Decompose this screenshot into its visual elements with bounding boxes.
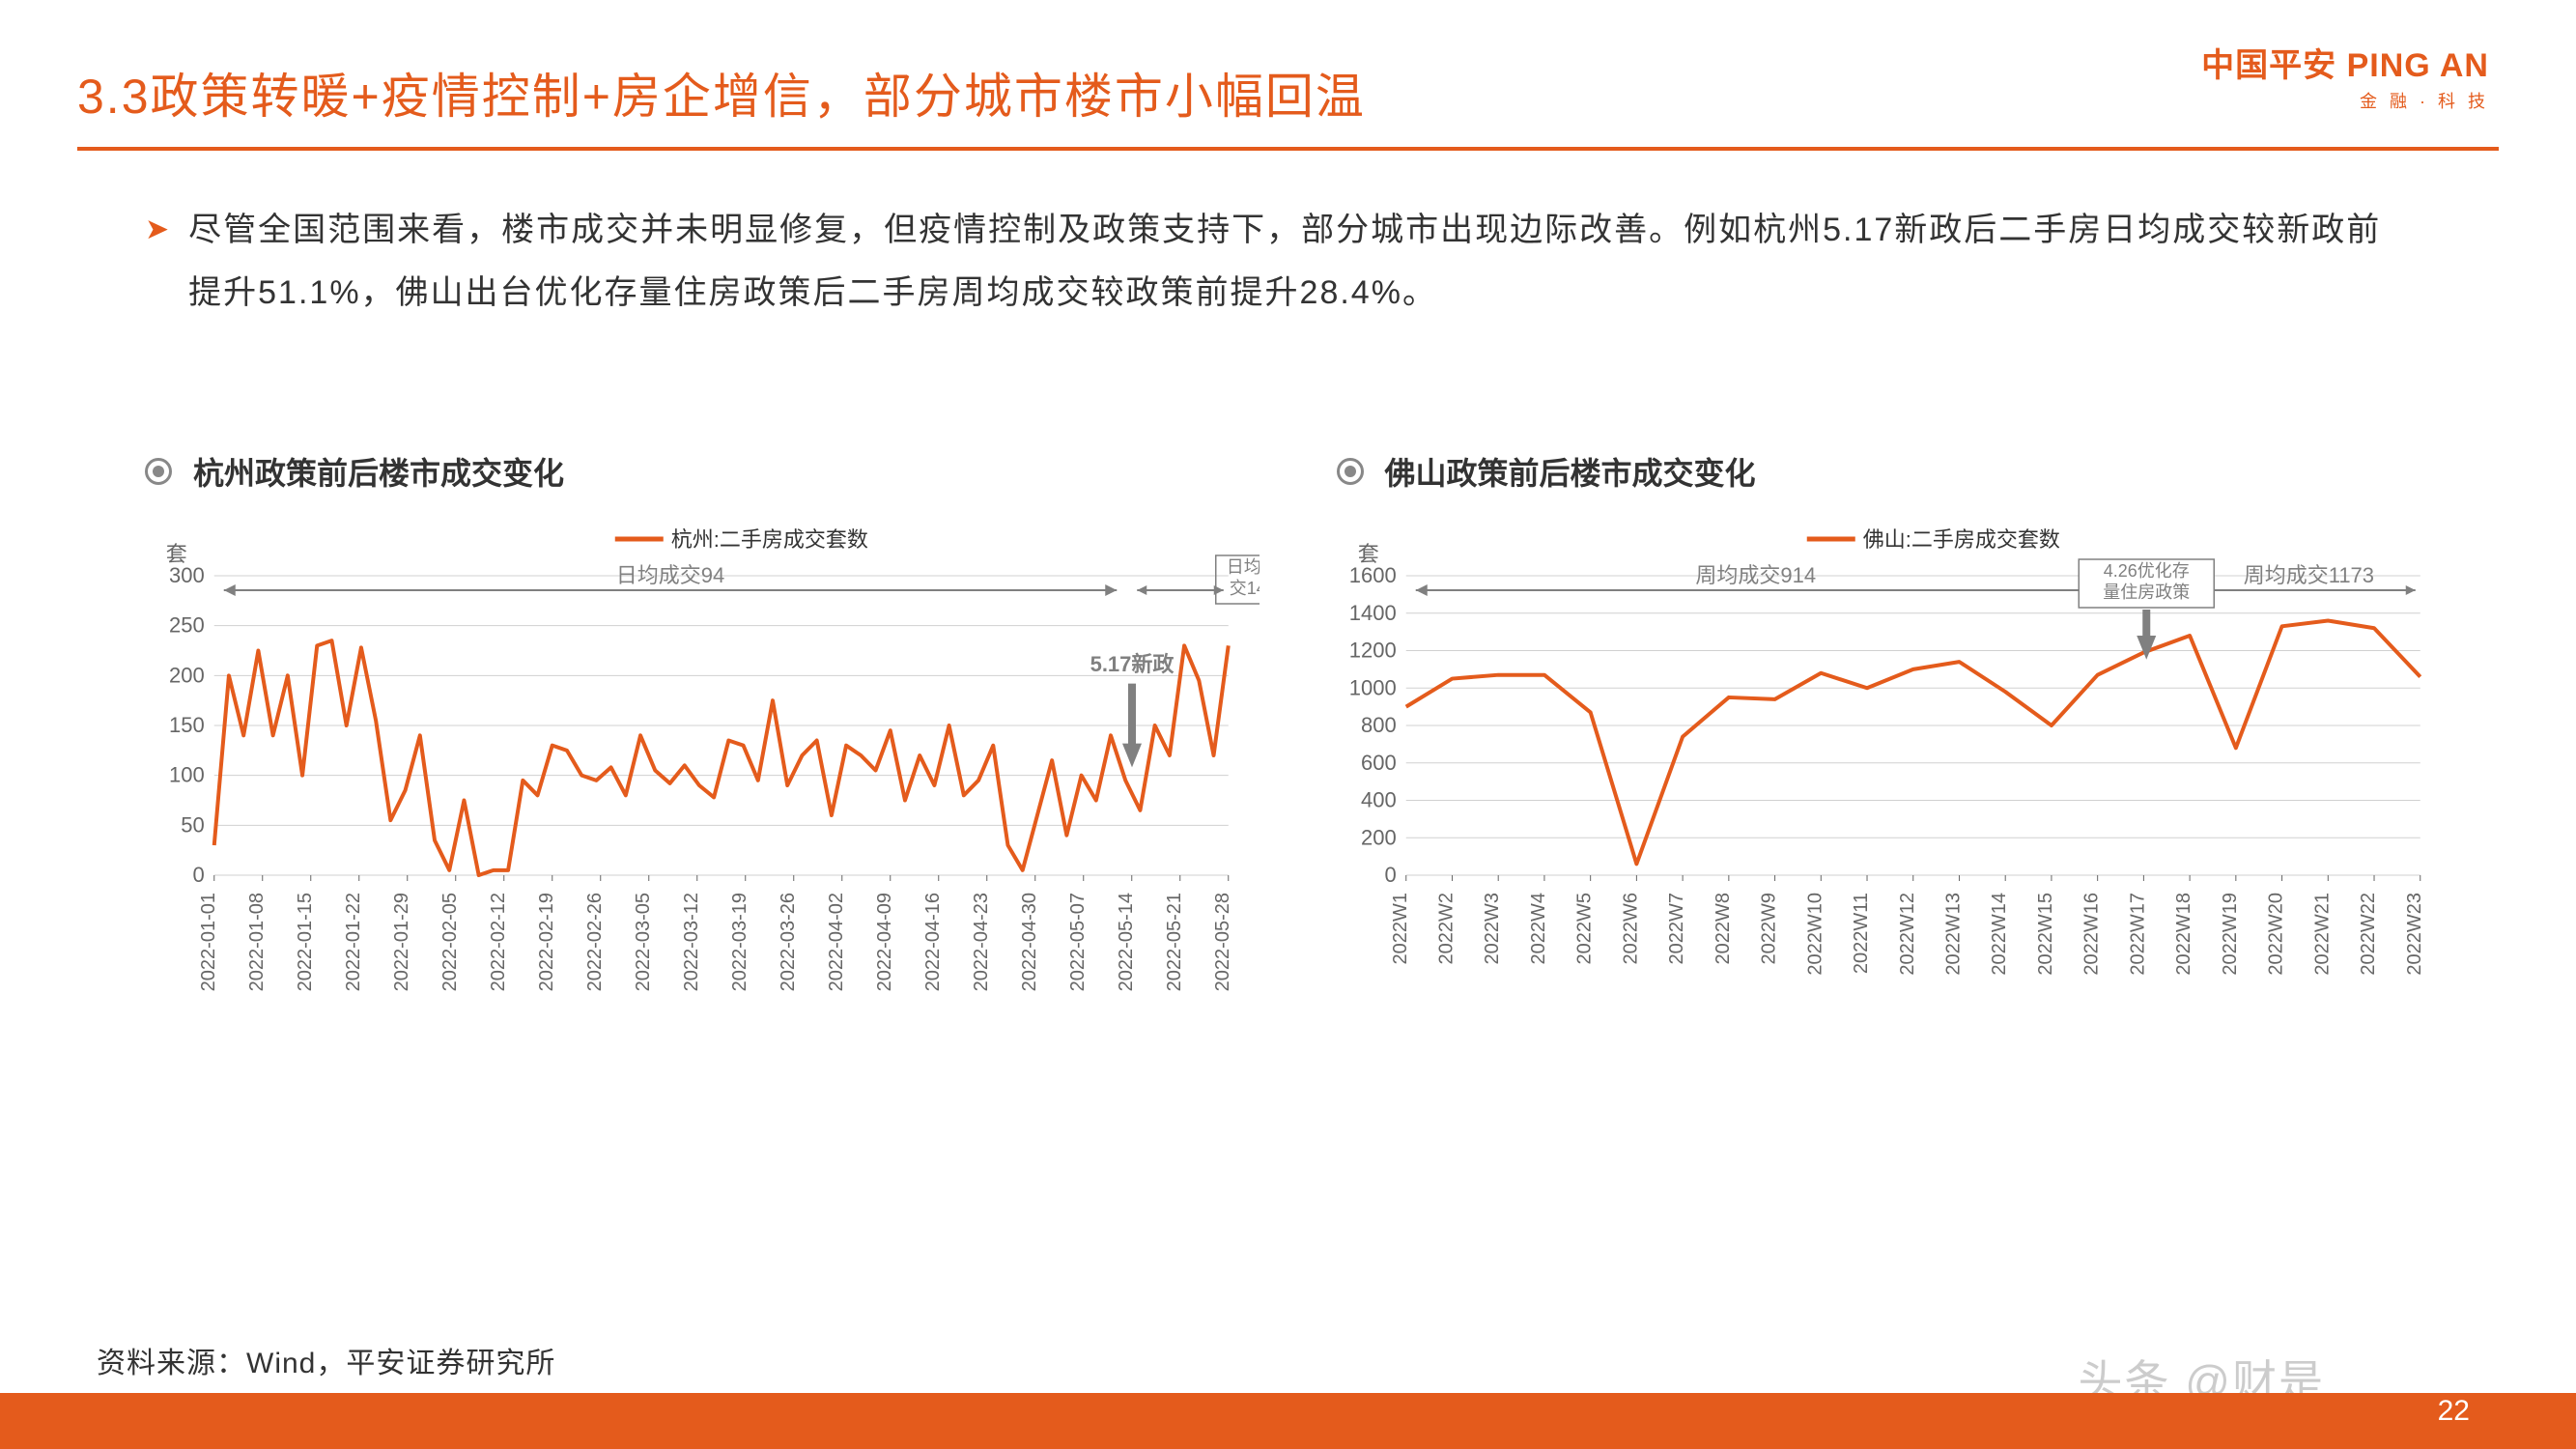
svg-text:250: 250 [169,613,205,638]
svg-text:800: 800 [1361,713,1397,737]
svg-text:2022-03-12: 2022-03-12 [681,893,702,991]
svg-text:2022-04-16: 2022-04-16 [922,893,944,991]
svg-text:交142: 交142 [1230,579,1260,598]
chart-right: 佛山政策前后楼市成交变化 0 200 400 600 800 1000 1200 1400 16… [1317,449,2451,1044]
svg-text:2022W7: 2022W7 [1666,893,1687,965]
svg-text:2022W15: 2022W15 [2034,893,2055,976]
svg-text:50: 50 [181,813,204,838]
svg-text:1400: 1400 [1348,601,1396,625]
svg-text:佛山:二手房成交套数: 佛山:二手房成交套数 [1862,527,2059,552]
svg-text:2022-01-15: 2022-01-15 [295,893,316,991]
svg-text:2022W13: 2022W13 [1942,893,1964,976]
svg-text:2022-05-14: 2022-05-14 [1116,893,1137,991]
svg-text:2022-01-22: 2022-01-22 [343,893,364,991]
svg-text:2022W17: 2022W17 [2127,893,2148,976]
svg-text:2022W10: 2022W10 [1804,893,1826,976]
svg-text:0: 0 [1384,863,1396,887]
bullet-radio-icon [1337,458,1364,485]
svg-text:2022W6: 2022W6 [1620,893,1641,965]
bottom-bar [0,1393,2576,1449]
logo: 中国平安 PING AN 金 融 · 科 技 [2201,39,2489,113]
page-number: 22 [2438,1395,2470,1428]
svg-text:2022-05-28: 2022-05-28 [1212,893,1233,991]
svg-text:2022-01-08: 2022-01-08 [246,893,268,991]
svg-text:周均成交914: 周均成交914 [1695,563,1816,587]
svg-text:150: 150 [169,713,205,737]
svg-text:日均成交94: 日均成交94 [616,563,724,587]
svg-text:2022-04-30: 2022-04-30 [1019,893,1040,991]
chart-right-title: 佛山政策前后楼市成交变化 [1385,449,1756,494]
svg-text:1200: 1200 [1348,639,1396,663]
svg-text:2022W18: 2022W18 [2173,893,2194,976]
page-title: 3.3政策转暖+疫情控制+房企增信，部分城市楼市小幅回温 [77,58,2499,151]
svg-text:2022W20: 2022W20 [2265,893,2286,976]
svg-text:2022W19: 2022W19 [2219,893,2240,976]
svg-text:0: 0 [193,863,205,887]
svg-text:2022W12: 2022W12 [1896,893,1917,976]
svg-text:5.17新政: 5.17新政 [1090,652,1175,676]
bullet-list: ➤ 尽管全国范围来看，楼市成交并未明显修复，但疫情控制及政策支持下，部分城市出现… [145,199,2402,324]
svg-text:周均成交1173: 周均成交1173 [2243,563,2373,587]
svg-text:2022W1: 2022W1 [1389,893,1410,965]
logo-sub: 金 融 · 科 技 [2201,88,2489,113]
chart-left-svg: 0 50 100 150 200 250 300套 2022-01-01 2022-01-08 2… [126,518,1260,1039]
bullet-item: ➤ 尽管全国范围来看，楼市成交并未明显修复，但疫情控制及政策支持下，部分城市出现… [145,199,2402,324]
svg-text:2022W9: 2022W9 [1758,893,1779,965]
svg-text:2022W4: 2022W4 [1527,893,1548,965]
charts-row: 杭州政策前后楼市成交变化 050100150200250300套2022-01-… [77,449,2499,1044]
svg-text:2022-02-12: 2022-02-12 [488,893,509,991]
svg-text:2022-01-29: 2022-01-29 [391,893,412,991]
svg-text:100: 100 [169,763,205,787]
svg-text:日均成: 日均成 [1227,557,1260,577]
svg-text:2022-05-07: 2022-05-07 [1067,893,1089,991]
svg-text:2022W11: 2022W11 [1851,893,1872,974]
svg-text:200: 200 [1361,825,1397,849]
svg-text:2022-02-19: 2022-02-19 [536,893,557,991]
svg-text:2022W8: 2022W8 [1712,893,1733,965]
svg-text:2022W21: 2022W21 [2311,893,2333,976]
svg-text:2022W5: 2022W5 [1573,893,1595,965]
svg-text:2022W3: 2022W3 [1482,893,1503,965]
svg-text:2022-02-26: 2022-02-26 [584,893,606,991]
svg-text:2022W22: 2022W22 [2358,893,2379,976]
svg-text:套: 套 [166,542,187,566]
svg-text:2022-02-05: 2022-02-05 [439,893,461,991]
bullet-text: 尽管全国范围来看，楼市成交并未明显修复，但疫情控制及政策支持下，部分城市出现边际… [188,199,2402,324]
svg-text:200: 200 [169,664,205,688]
chart-right-svg: 0 200 400 600 800 1000 1200 1400 1600套 2022W1 2022… [1317,518,2451,1039]
logo-main: 中国平安 PING AN [2201,39,2489,86]
svg-text:2022W23: 2022W23 [2403,893,2424,976]
svg-text:4.26优化存: 4.26优化存 [2103,561,2189,581]
svg-text:2022-05-21: 2022-05-21 [1164,893,1185,991]
svg-text:2022-03-05: 2022-03-05 [633,893,654,991]
svg-text:2022-03-19: 2022-03-19 [729,893,750,991]
svg-text:1600: 1600 [1348,563,1396,587]
svg-text:1000: 1000 [1348,675,1396,699]
bullet-marker-icon: ➤ [145,199,171,260]
svg-text:套: 套 [1357,542,1378,566]
source-text: 资料来源：Wind，平安证券研究所 [97,1339,555,1381]
svg-text:2022W14: 2022W14 [1989,893,2010,976]
chart-left-title: 杭州政策前后楼市成交变化 [193,449,564,494]
svg-text:600: 600 [1361,751,1397,775]
svg-text:量住房政策: 量住房政策 [2103,582,2190,602]
svg-text:杭州:二手房成交套数: 杭州:二手房成交套数 [671,527,868,552]
svg-text:2022-03-26: 2022-03-26 [778,893,799,991]
svg-text:2022-04-02: 2022-04-02 [826,893,847,991]
svg-text:300: 300 [169,563,205,587]
svg-text:2022-04-09: 2022-04-09 [874,893,895,991]
bullet-radio-icon [145,458,172,485]
chart-left: 杭州政策前后楼市成交变化 0 50 100 150 200 250 300套 2022-01-… [126,449,1260,1044]
svg-text:2022W2: 2022W2 [1435,893,1457,965]
svg-text:2022W16: 2022W16 [2081,893,2102,976]
svg-text:2022-01-01: 2022-01-01 [198,893,219,991]
svg-text:2022-04-23: 2022-04-23 [971,893,992,991]
svg-text:400: 400 [1361,788,1397,812]
